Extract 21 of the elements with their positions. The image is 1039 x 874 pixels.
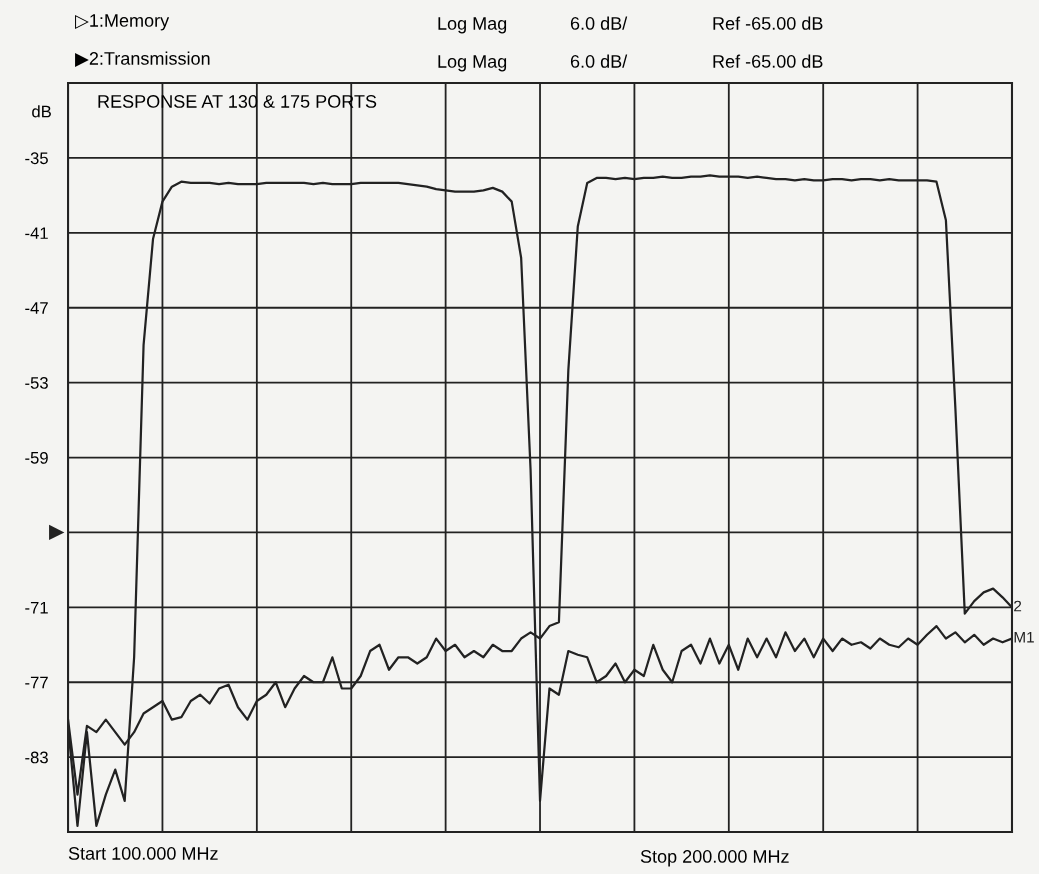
text: Start 100.000 MHz — [68, 847, 218, 860]
text: 6.0 dB/ — [570, 16, 628, 30]
y-axis-title: dB — [32, 105, 51, 118]
text: Stop 200.000 MHz — [640, 850, 789, 867]
y-tick-label: -53 — [25, 377, 48, 389]
y-tick-label: -83 — [25, 751, 48, 764]
y-tick-label: -59 — [25, 451, 48, 464]
y-tick-label: -35 — [25, 152, 48, 165]
y-tick-label: -77 — [25, 676, 48, 689]
series-label: M1 — [1014, 631, 1034, 643]
y-tick-label: -41 — [25, 227, 48, 239]
text: Ref -65.00 dB — [713, 54, 823, 68]
text: Ref -65.00 dB — [713, 16, 823, 30]
text: 6.0 dB/ — [570, 54, 628, 68]
y-tick-label: -71 — [25, 601, 48, 614]
text: Log Mag — [438, 55, 507, 72]
text: ▶2:Transmission — [75, 51, 210, 67]
series-label: 2 — [1014, 600, 1022, 612]
text: ▷1:Memory — [75, 14, 170, 31]
y-tick-label: -47 — [25, 302, 48, 314]
text: Log Mag — [438, 17, 507, 34]
